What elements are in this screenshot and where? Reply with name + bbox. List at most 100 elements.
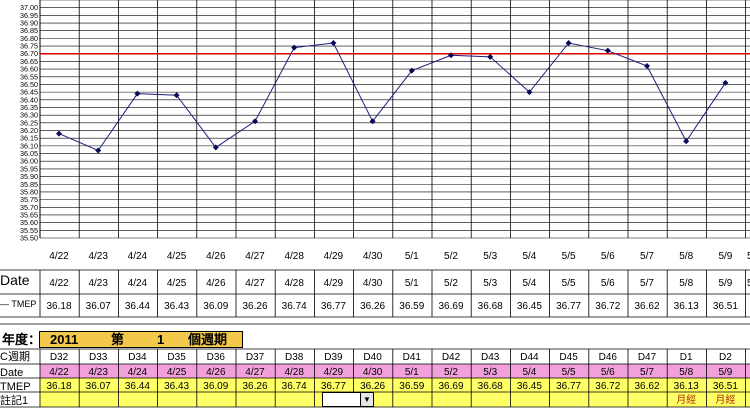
- table-date-cell: 5/4: [522, 278, 536, 289]
- bottom-table-cell[interactable]: 5/9: [718, 367, 732, 378]
- table-temp-cell: 36.18: [46, 301, 71, 312]
- bottom-table-cell[interactable]: 36.44: [125, 381, 150, 392]
- bottom-table-cell[interactable]: D1: [680, 352, 693, 363]
- bottom-table-cell[interactable]: D44: [520, 352, 539, 363]
- y-tick-label: 35.55: [20, 226, 38, 235]
- table-date-cell: 5/3: [483, 278, 497, 289]
- x-tick-label: 4/23: [88, 251, 108, 262]
- bottom-table-cell[interactable]: 5/1: [405, 367, 419, 378]
- table-date-cell: 4/23: [88, 278, 108, 289]
- bottom-table-cell[interactable]: 4/26: [206, 367, 226, 378]
- bottom-table-cell[interactable]: 36.26: [242, 381, 267, 392]
- bottom-table-cell[interactable]: D40: [363, 352, 382, 363]
- data-point-marker: [448, 52, 454, 59]
- bottom-table-cell[interactable]: 36.74: [282, 381, 307, 392]
- y-tick-label: 36.75: [20, 42, 38, 51]
- bottom-table-cell[interactable]: D35: [167, 352, 186, 363]
- table-temp-cell: 36.13: [674, 301, 699, 312]
- date-table-row-label: Date: [0, 367, 24, 379]
- y-tick-label: 35.95: [20, 164, 38, 173]
- bottom-table-cell[interactable]: 4/29: [324, 367, 344, 378]
- table-temp-cell: 36.69: [438, 301, 463, 312]
- data-point-marker: [369, 118, 376, 125]
- bottom-table-cell[interactable]: 36.09: [203, 381, 228, 392]
- bottom-table-cell[interactable]: D46: [599, 352, 618, 363]
- x-tick-label: 4/24: [128, 251, 148, 262]
- table-temp-cell: 36.77: [321, 301, 346, 312]
- bottom-table-cell[interactable]: 36.07: [86, 381, 111, 392]
- y-tick-label: 35.90: [20, 172, 38, 181]
- bottom-table-cell[interactable]: 36.59: [399, 381, 424, 392]
- bottom-table-cell[interactable]: 36.77: [321, 381, 346, 392]
- bottom-table-cell[interactable]: D33: [89, 352, 108, 363]
- table-temp-cell: 36.62: [634, 301, 659, 312]
- bottom-table-cell[interactable]: 4/30: [363, 367, 383, 378]
- y-tick-label: 35.65: [20, 210, 38, 219]
- x-tick-label: 4/22: [49, 251, 69, 262]
- bottom-table-cell[interactable]: D45: [559, 352, 578, 363]
- bottom-table-cell[interactable]: 月經: [715, 393, 735, 406]
- bottom-table-cell[interactable]: 4/28: [284, 367, 304, 378]
- data-point-marker: [526, 89, 533, 96]
- bottom-table-cell[interactable]: D39: [324, 352, 343, 363]
- bottom-table-cell[interactable]: D32: [50, 352, 69, 363]
- x-tick-label: 5/4: [522, 251, 536, 262]
- bottom-table-cell[interactable]: 36.26: [360, 381, 385, 392]
- bottom-table-cell[interactable]: 4/25: [167, 367, 187, 378]
- bottom-table-cell[interactable]: 36.62: [634, 381, 659, 392]
- y-tick-label: 35.80: [20, 187, 38, 196]
- y-tick-label: 36.10: [20, 141, 38, 150]
- bottom-table-cell[interactable]: 5/7: [640, 367, 654, 378]
- x-tick-label: 4/30: [363, 251, 383, 262]
- bottom-table-cell[interactable]: 5/8: [679, 367, 693, 378]
- bottom-table-cell[interactable]: 4/27: [245, 367, 265, 378]
- bottom-table-cell[interactable]: 36.51: [713, 381, 738, 392]
- year-cycle-banner: [39, 331, 243, 348]
- bottom-table-cell[interactable]: D42: [442, 352, 461, 363]
- bottom-table-cell[interactable]: 4/24: [128, 367, 148, 378]
- bottom-table-cell[interactable]: 4/22: [49, 367, 69, 378]
- table-date-cell: 4/29: [324, 278, 344, 289]
- bottom-table-cell[interactable]: 36.13: [674, 381, 699, 392]
- bottom-table-cell[interactable]: 5/6: [601, 367, 615, 378]
- dropdown-arrow-icon[interactable]: ▼: [360, 393, 373, 406]
- temp-row-label: — TMEP: [0, 299, 37, 309]
- bottom-table-cell[interactable]: D47: [638, 352, 657, 363]
- x-tick-label: 5/8: [679, 251, 693, 262]
- bottom-table-cell[interactable]: 5/3: [483, 367, 497, 378]
- table-date-cell: 5/5: [562, 278, 576, 289]
- bottom-table-cell[interactable]: 36.45: [517, 381, 542, 392]
- bottom-table-cell[interactable]: D43: [481, 352, 500, 363]
- table-temp-cell: 36.43: [164, 301, 189, 312]
- bottom-table-cell[interactable]: D36: [207, 352, 226, 363]
- data-point-marker: [722, 79, 729, 86]
- bottom-table-cell[interactable]: D37: [246, 352, 265, 363]
- bottom-table-cell[interactable]: 36.69: [438, 381, 463, 392]
- bottom-table-cell[interactable]: 5/2: [444, 367, 458, 378]
- data-point-marker: [604, 47, 611, 54]
- bottom-table-cell[interactable]: 4/23: [88, 367, 108, 378]
- bottom-table-cell[interactable]: 月經: [676, 393, 696, 406]
- table-temp-cell: 36.44: [125, 301, 150, 312]
- cycle-prefix: 第: [111, 332, 125, 347]
- cycle-suffix: 個週期: [188, 332, 228, 347]
- table-date-cell: 5/1: [405, 278, 419, 289]
- data-point-marker: [683, 138, 690, 145]
- bottom-table-cell[interactable]: 5/5: [562, 367, 576, 378]
- bottom-table-cell[interactable]: D34: [128, 352, 147, 363]
- table-temp-cell: 36.51: [713, 301, 738, 312]
- bottom-table-cell[interactable]: 36.72: [595, 381, 620, 392]
- bottom-table-cell[interactable]: 5/4: [522, 367, 536, 378]
- bottom-table-cell[interactable]: 36.43: [164, 381, 189, 392]
- bottom-table-cell[interactable]: D38: [285, 352, 304, 363]
- bottom-table-cell[interactable]: 36.68: [478, 381, 503, 392]
- y-tick-label: 36.15: [20, 134, 38, 143]
- bottom-table-cell[interactable]: 36.77: [556, 381, 581, 392]
- bottom-table-cell[interactable]: D41: [403, 352, 422, 363]
- table-date-cell: 5/7: [640, 278, 654, 289]
- table-date-cell: 5/9: [718, 278, 732, 289]
- bottom-table-cell[interactable]: D2: [719, 352, 732, 363]
- bottom-table-cell[interactable]: 36.18: [46, 381, 71, 392]
- table-temp-cell: 36.59: [399, 301, 424, 312]
- data-point-marker: [565, 39, 572, 46]
